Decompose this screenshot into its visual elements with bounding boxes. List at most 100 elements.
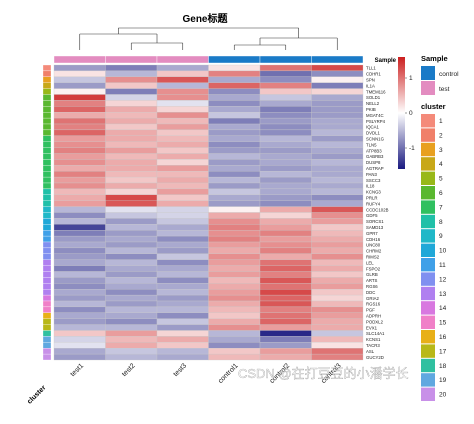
heatmap-cell	[105, 200, 158, 207]
heatmap-cell	[105, 70, 158, 77]
row-label: CDHR1	[366, 72, 381, 77]
heatmap-cell	[311, 182, 364, 190]
heatmap-cell	[311, 100, 364, 107]
heatmap-cell	[105, 283, 158, 290]
heatmap-cell	[156, 241, 209, 249]
heatmap-cell	[311, 294, 364, 302]
cluster-bar-cell	[42, 141, 52, 148]
heatmap-cell	[53, 300, 106, 308]
row-label: DDC	[366, 290, 375, 295]
colorbar-tick-label: 1	[409, 75, 413, 82]
heatmap-cell	[311, 200, 364, 207]
cluster-legend-label: 17	[439, 348, 447, 355]
row-label: PODXL2	[366, 319, 384, 324]
cluster-bar-cell	[42, 94, 52, 101]
heatmap-cell	[156, 230, 209, 237]
heatmap-cell	[53, 135, 106, 142]
heatmap-cell	[208, 348, 261, 355]
heatmap-cell	[53, 324, 106, 331]
heatmap-cell	[156, 64, 209, 72]
cluster-bar-cell	[42, 265, 52, 272]
cluster-legend-label: 15	[439, 320, 447, 327]
heatmap-cell	[53, 117, 106, 125]
colorbar-sample-label: Sample	[375, 58, 397, 64]
heatmap-cell	[105, 306, 158, 313]
column-label: test2	[121, 362, 137, 378]
heatmap-cell	[53, 165, 106, 172]
heatmap-cell	[105, 212, 158, 219]
heatmap-cell	[311, 212, 364, 219]
sample-annotation-bar	[53, 55, 364, 64]
row-label: RGS16	[366, 302, 381, 307]
heatmap-cell	[105, 106, 158, 113]
heatmap-cell	[208, 330, 261, 337]
heatmap-cell	[53, 194, 106, 201]
cluster-bar-cell	[42, 171, 52, 178]
heatmap-cell	[53, 141, 106, 148]
heatmap-cell	[208, 70, 261, 77]
heatmap-cell	[156, 330, 209, 337]
heatmap-cell	[208, 294, 261, 302]
heatmap-cell	[208, 253, 261, 260]
colorbar-gradient	[398, 57, 405, 169]
heatmap-cell	[53, 235, 106, 243]
heatmap-cell	[156, 82, 209, 89]
cluster-legend-label: 10	[439, 248, 447, 255]
row-label: PSLYRP4	[366, 119, 386, 124]
heatmap-cell	[156, 135, 209, 142]
heatmap-cell	[208, 176, 261, 184]
cluster-annotation-bar	[42, 64, 52, 361]
row-label: DVDL1	[366, 131, 380, 136]
heatmap-cell	[259, 188, 312, 195]
heatmap-cell	[156, 312, 209, 319]
column-label: test3	[173, 362, 189, 378]
heatmap-cell	[53, 277, 106, 284]
colorbar: Sample 1 0 -1	[375, 57, 415, 169]
cluster-legend-swatch	[421, 214, 435, 229]
heatmap-cell	[208, 247, 261, 254]
heatmap-cell	[105, 112, 158, 119]
heatmap-cell	[311, 141, 364, 148]
heatmap-cell	[208, 300, 261, 308]
heatmap-cell	[311, 88, 364, 95]
heatmap-cell	[156, 206, 209, 213]
cluster-legend-label: 4	[439, 161, 443, 168]
cluster-legend-swatch	[421, 128, 435, 142]
cluster-bar-cell	[42, 123, 52, 131]
cluster-bar-cell	[42, 324, 52, 331]
row-label: RIMS2	[366, 255, 380, 260]
heatmap-cell	[105, 289, 158, 296]
heatmap-cell	[156, 159, 209, 166]
heatmap-cell	[156, 224, 209, 231]
column-label: control1	[217, 362, 240, 385]
row-label: ADPRH	[366, 314, 381, 319]
cluster-bar-cell	[42, 212, 52, 219]
heatmap-cell	[53, 94, 106, 101]
heatmap-cell	[156, 188, 209, 195]
cluster-legend-label: 2	[439, 132, 443, 139]
heatmap-cell	[311, 300, 364, 308]
heatmap-cell	[208, 147, 261, 154]
heatmap-cell	[208, 117, 261, 125]
cluster-legend-label: 11	[439, 262, 446, 269]
heatmap-cell	[208, 112, 261, 119]
heatmap-cell	[311, 277, 364, 284]
heatmap-cell	[156, 247, 209, 254]
cluster-bar-cell	[42, 70, 52, 77]
heatmap-cell	[208, 106, 261, 113]
heatmap-cell	[156, 324, 209, 331]
cluster-bar-cell	[42, 182, 52, 190]
heatmap-cell	[208, 241, 261, 249]
heatmap-cell	[259, 330, 312, 337]
heatmap-cell	[208, 141, 261, 148]
heatmap-cell	[156, 253, 209, 260]
row-label: IL18	[366, 184, 375, 189]
cluster-legend-swatch	[421, 387, 435, 401]
heatmap-cell	[53, 76, 106, 83]
row-label: ARTS	[366, 278, 378, 283]
cluster-legend-swatch	[421, 315, 435, 329]
heatmap-cell	[53, 100, 106, 107]
heatmap-cell	[156, 318, 209, 325]
heatmap-cell	[311, 64, 364, 72]
